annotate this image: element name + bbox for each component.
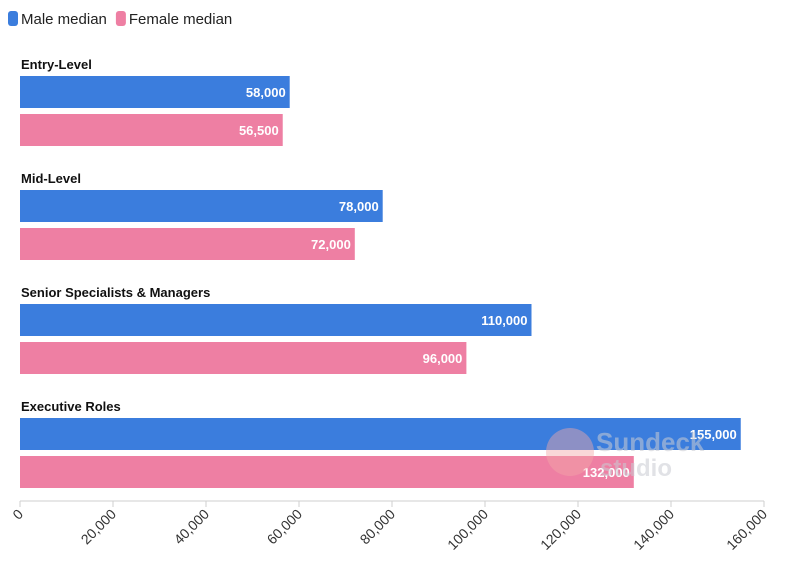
watermark-line2: studio [600,455,672,482]
legend-label: Female median [129,11,232,28]
category-group: Mid-Level 78,000 72,000 [20,171,383,260]
x-tick-label: 40,000 [171,506,213,548]
sundeck-logo-icon [546,428,594,476]
bar[interactable] [20,304,532,336]
legend: Male median Female median [8,11,232,28]
bar-value-label: 96,000 [423,351,463,366]
bar[interactable] [20,342,467,374]
category-label: Mid-Level [21,171,81,186]
x-tick-label: 120,000 [537,506,584,553]
category-group: Executive Roles 155,000 132,000 [20,399,741,488]
bar-value-label: 56,500 [239,123,279,138]
bar-value-label: 72,000 [311,237,351,252]
x-tick-label: 100,000 [444,506,491,553]
legend-swatch [115,11,126,26]
legend-swatch [8,11,18,26]
x-tick-label: 160,000 [723,506,770,553]
bar-value-label: 78,000 [339,199,379,214]
bar[interactable] [20,456,634,488]
x-tick-label: 80,000 [357,506,399,548]
bar[interactable] [20,76,290,108]
legend-item-male-median[interactable]: Male median [8,11,107,28]
bar[interactable] [20,114,283,146]
x-tick-label: 140,000 [630,506,677,553]
legend-item-female-median[interactable]: Female median [115,11,232,28]
category-group: Senior Specialists & Managers 110,000 96,0… [20,285,532,374]
bar[interactable] [20,190,383,222]
category-label: Executive Roles [21,399,121,414]
x-tick-label: 20,000 [78,506,120,548]
bar[interactable] [20,228,355,260]
bar-value-label: 110,000 [481,313,527,328]
bar[interactable] [20,418,741,450]
legend-label: Male median [21,11,107,28]
watermark-line1: Sundeck [596,427,705,457]
x-tick-label: 60,000 [264,506,306,548]
category-label: Senior Specialists & Managers [21,285,210,300]
bar-value-label: 155,000 [690,427,737,442]
bar-value-label: 132,000 [583,465,630,480]
x-tick-label: 0 [9,506,26,523]
plot-area: Entry-Level 58,000 56,500 Mid-Level 78,000 72… [20,57,741,488]
x-axis: 0 20,000 40,000 60,000 80,000 100,000 120,000 1… [9,500,770,553]
category-label: Entry-Level [21,57,92,72]
category-group: Entry-Level 58,000 56,500 [20,57,290,146]
bar-value-label: 58,000 [246,85,286,100]
